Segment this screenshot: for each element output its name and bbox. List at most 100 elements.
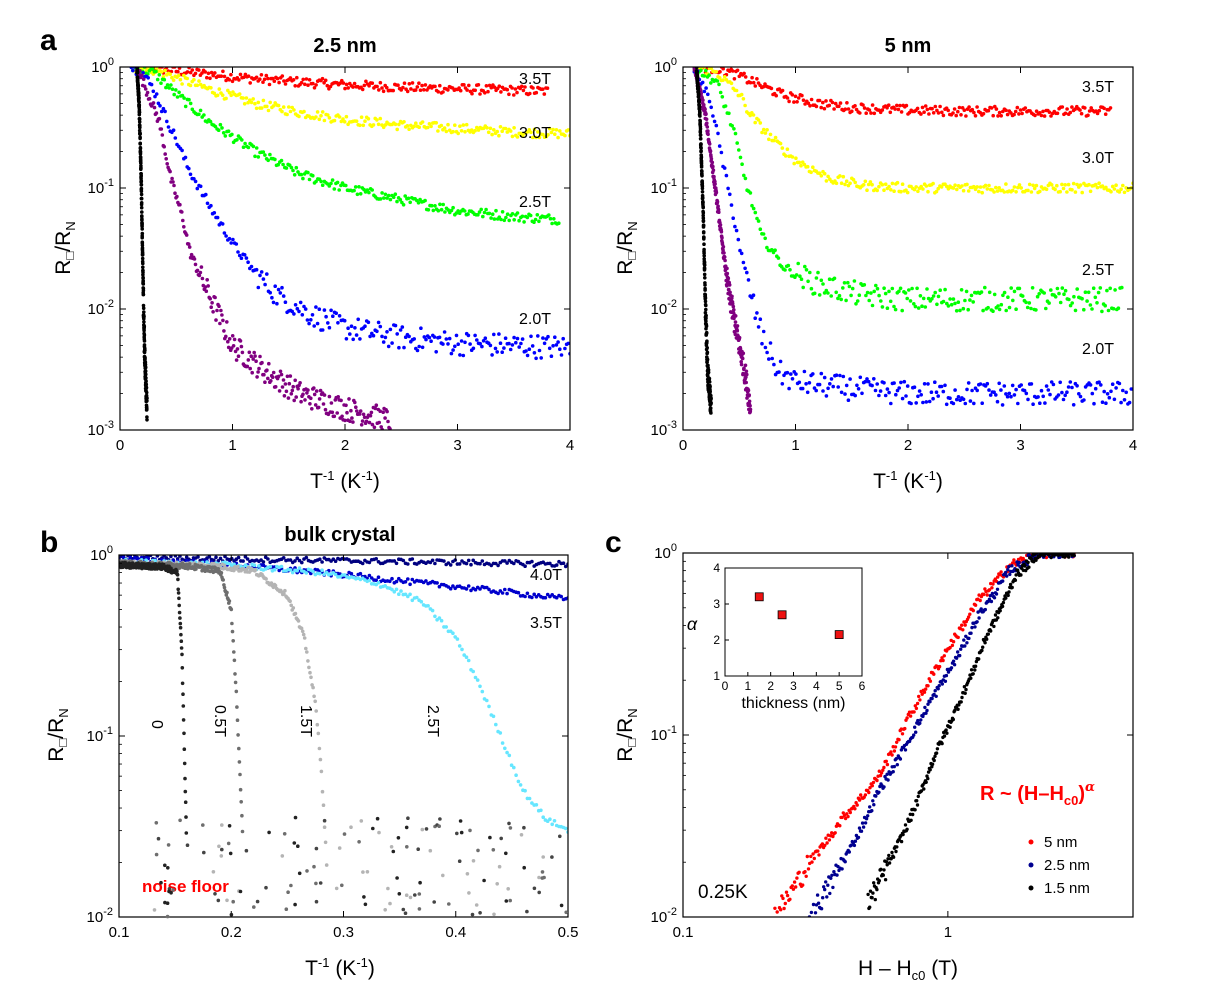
data-point bbox=[863, 821, 868, 825]
data-point bbox=[1058, 300, 1063, 305]
data-point bbox=[504, 851, 508, 856]
data-point bbox=[741, 97, 746, 101]
data-point bbox=[401, 203, 406, 207]
data-point bbox=[994, 185, 998, 190]
data-point bbox=[147, 96, 152, 101]
data-point bbox=[230, 79, 235, 84]
data-point bbox=[227, 78, 232, 82]
data-point bbox=[1060, 182, 1064, 187]
data-point bbox=[327, 116, 332, 120]
data-point bbox=[930, 106, 934, 111]
data-point bbox=[816, 849, 820, 853]
data-point bbox=[991, 113, 995, 118]
data-point bbox=[920, 105, 925, 110]
data-point bbox=[765, 128, 769, 132]
data-point bbox=[714, 190, 719, 195]
data-point bbox=[1053, 187, 1057, 192]
data-point bbox=[326, 321, 330, 325]
data-point bbox=[179, 632, 183, 637]
data-point bbox=[523, 594, 527, 599]
data-point bbox=[222, 231, 227, 235]
data-point bbox=[262, 77, 267, 82]
data-point bbox=[229, 93, 233, 98]
data-point bbox=[794, 156, 798, 160]
data-point bbox=[822, 375, 827, 380]
chart-title: 2.5 nm bbox=[313, 35, 376, 57]
data-point bbox=[831, 885, 835, 890]
data-point bbox=[181, 704, 186, 708]
data-point bbox=[309, 675, 313, 680]
data-point bbox=[334, 311, 339, 316]
data-point bbox=[742, 71, 746, 76]
data-point bbox=[931, 111, 936, 115]
data-point bbox=[180, 148, 184, 153]
data-point bbox=[446, 88, 450, 92]
data-point bbox=[985, 593, 989, 597]
data-point bbox=[812, 291, 817, 296]
data-point bbox=[737, 148, 741, 152]
data-point bbox=[1110, 382, 1115, 387]
data-point bbox=[318, 388, 323, 393]
data-point bbox=[225, 320, 229, 324]
data-point bbox=[121, 555, 126, 560]
data-point bbox=[717, 210, 721, 214]
data-point bbox=[751, 80, 756, 85]
data-point bbox=[812, 856, 816, 861]
data-point bbox=[141, 265, 145, 270]
data-point bbox=[809, 854, 813, 859]
data-point bbox=[515, 336, 520, 341]
data-point bbox=[835, 873, 839, 877]
data-point bbox=[882, 286, 886, 291]
data-point bbox=[753, 316, 757, 321]
x-tick-label: 2 bbox=[904, 437, 912, 454]
data-point bbox=[364, 79, 368, 84]
data-point bbox=[808, 104, 812, 108]
data-point bbox=[1002, 384, 1007, 388]
data-point bbox=[407, 127, 411, 131]
data-point bbox=[806, 867, 811, 871]
data-point bbox=[701, 218, 706, 223]
data-point bbox=[451, 348, 455, 352]
data-point bbox=[997, 186, 1001, 190]
data-point bbox=[1103, 112, 1108, 116]
data-point bbox=[321, 803, 326, 807]
data-point bbox=[268, 290, 273, 295]
data-point bbox=[701, 200, 705, 205]
data-point bbox=[796, 261, 800, 266]
data-point bbox=[141, 282, 146, 286]
data-point bbox=[444, 625, 449, 629]
data-point bbox=[853, 393, 857, 398]
data-point bbox=[390, 341, 394, 345]
data-point bbox=[1014, 190, 1018, 194]
data-point bbox=[163, 900, 167, 905]
data-point bbox=[222, 585, 227, 590]
data-point bbox=[702, 266, 707, 271]
data-point bbox=[789, 372, 793, 376]
data-point bbox=[1034, 308, 1038, 312]
data-point bbox=[1030, 286, 1035, 290]
data-point bbox=[926, 684, 930, 688]
data-point bbox=[165, 901, 170, 905]
data-point bbox=[875, 778, 879, 783]
data-point bbox=[839, 390, 844, 395]
data-point bbox=[143, 348, 147, 353]
data-point bbox=[882, 188, 886, 192]
data-point bbox=[355, 192, 360, 197]
data-point bbox=[280, 74, 285, 78]
data-point bbox=[344, 183, 348, 188]
data-point bbox=[862, 106, 867, 110]
data-point bbox=[729, 81, 734, 86]
data-point bbox=[138, 152, 143, 156]
data-point bbox=[522, 825, 526, 830]
data-point bbox=[485, 698, 489, 703]
data-point bbox=[500, 129, 505, 133]
data-point bbox=[395, 127, 400, 132]
data-point bbox=[478, 341, 483, 346]
data-point bbox=[921, 187, 925, 191]
data-point bbox=[838, 101, 843, 105]
data-point bbox=[220, 847, 224, 852]
data-point bbox=[751, 113, 756, 117]
data-point bbox=[537, 348, 542, 353]
data-point bbox=[755, 311, 759, 315]
data-point bbox=[262, 372, 266, 377]
